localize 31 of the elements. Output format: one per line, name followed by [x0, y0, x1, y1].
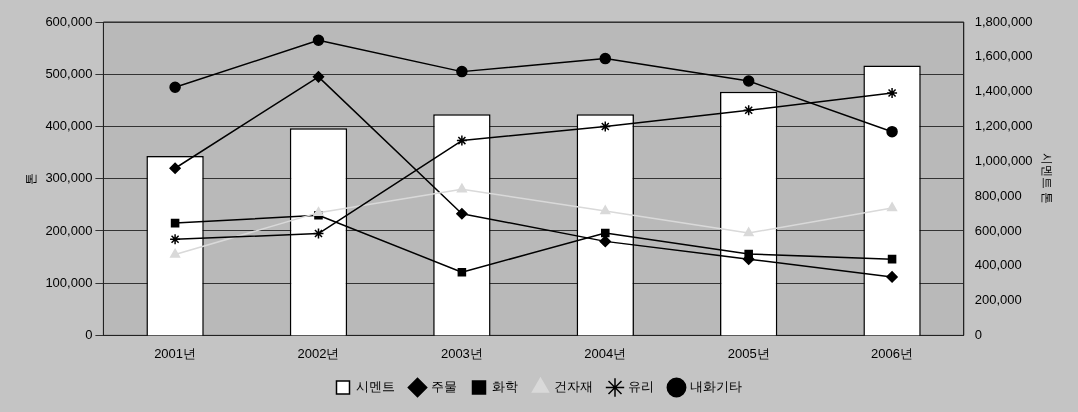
- y-axis-title: 톤: [23, 172, 38, 185]
- x-tick-label: 2005년: [727, 345, 770, 361]
- y2-tick-label: 1,000,000: [974, 152, 1033, 168]
- legend-label: 주물: [430, 379, 457, 395]
- x-tick-label: 2001년: [154, 345, 197, 361]
- legend-label: 화학: [492, 379, 518, 395]
- legend-label: 유리: [628, 379, 654, 395]
- y2-axis-title: 시멘트 톤: [1040, 153, 1055, 205]
- y2-tick-label: 1,800,000: [974, 13, 1033, 29]
- y-tick-label: 500,000: [45, 65, 93, 81]
- y2-tick-label: 200,000: [974, 292, 1022, 308]
- y-tick-label: 400,000: [45, 118, 93, 134]
- y2-tick-label: 1,200,000: [974, 118, 1033, 134]
- y-tick-label: 200,000: [45, 222, 93, 238]
- y2-tick-label: 800,000: [974, 187, 1022, 203]
- y-tick-label: 300,000: [45, 170, 93, 186]
- y2-tick-label: 0: [974, 326, 982, 342]
- y-tick-label: 600,000: [45, 13, 93, 29]
- x-tick-label: 2004년: [584, 345, 627, 361]
- y2-tick-label: 400,000: [974, 257, 1022, 273]
- y2-tick-label: 1,600,000: [974, 48, 1033, 64]
- legend-label: 시멘트: [356, 379, 395, 395]
- x-tick-label: 2006년: [871, 345, 914, 361]
- x-tick-label: 2002년: [297, 345, 340, 361]
- legend-label: 건자재: [553, 379, 593, 395]
- y-tick-label: 0: [85, 326, 93, 342]
- x-tick-label: 2003년: [440, 345, 483, 361]
- y-tick-label: 100,000: [45, 274, 93, 290]
- y2-tick-label: 1,400,000: [974, 83, 1033, 99]
- y2-tick-label: 600,000: [974, 222, 1022, 238]
- legend-label: 내화기타: [689, 379, 742, 395]
